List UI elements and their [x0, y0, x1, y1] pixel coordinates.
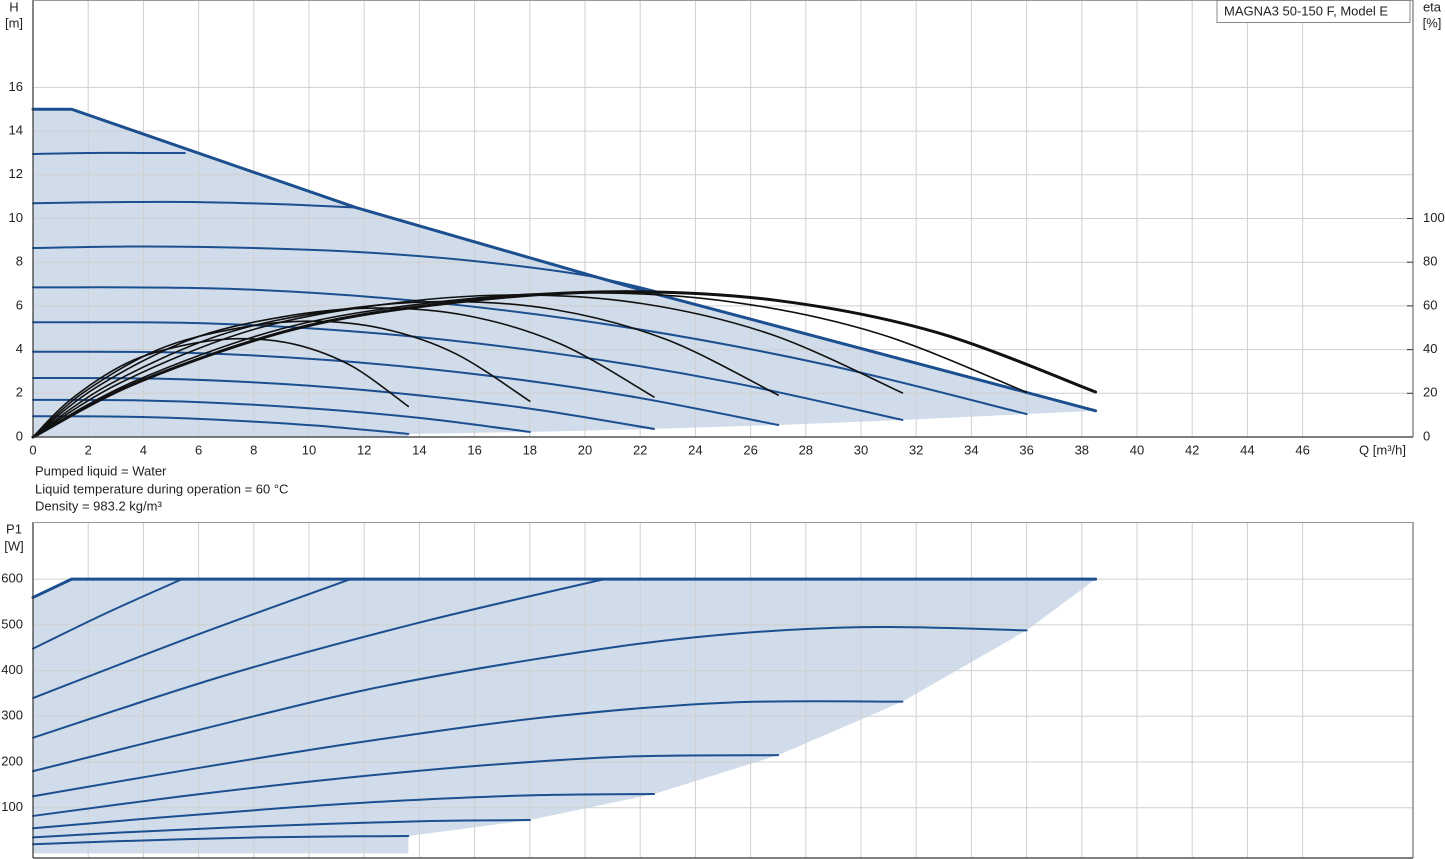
y-axis-label: H: [9, 0, 18, 14]
y2-axis-label: eta: [1423, 0, 1442, 14]
curve: [32, 245, 664, 294]
efficiency-curve: [31, 290, 1098, 439]
curve: [32, 286, 1028, 416]
x-tick-label: 2: [85, 442, 92, 457]
x-tick-label: 28: [799, 442, 813, 457]
x-tick-label: 0: [29, 442, 36, 457]
curve: [32, 793, 655, 830]
curve: [32, 625, 1028, 773]
note: Pumped liquid = Water: [35, 463, 167, 478]
x-tick-label: 10: [302, 442, 316, 457]
chart-title: MAGNA3 50-150 F, Model E: [1224, 3, 1388, 18]
operating-area: [33, 109, 1096, 437]
y-tick-label: 500: [1, 616, 23, 631]
y-tick-label: 0: [16, 428, 23, 443]
curve: [32, 754, 780, 817]
x-tick-label: 4: [140, 442, 147, 457]
x-tick-label: 36: [1019, 442, 1033, 457]
x-tick-label: 12: [357, 442, 371, 457]
y2-tick-label: 20: [1423, 385, 1437, 400]
x-tick-label: 18: [523, 442, 537, 457]
y-tick-label: 600: [1, 571, 23, 586]
x-axis-label: Q [m³/h]: [1359, 442, 1406, 457]
x-tick-label: 44: [1240, 442, 1254, 457]
x-tick-label: 42: [1185, 442, 1199, 457]
y-tick-label: 16: [9, 79, 23, 94]
note: Liquid temperature during operation = 60…: [35, 481, 288, 496]
curve: [32, 415, 410, 435]
title-box: [1216, 0, 1411, 23]
y2-axis-unit: [%]: [1423, 15, 1442, 30]
y-tick-label: 200: [1, 753, 23, 768]
x-tick-label: 46: [1295, 442, 1309, 457]
y2-tick-label: 0: [1423, 428, 1430, 443]
y2-tick-label: 100: [1423, 210, 1445, 225]
y-tick-label: 8: [16, 254, 23, 269]
x-tick-label: 14: [412, 442, 426, 457]
y-tick-label: 4: [16, 341, 23, 356]
efficiency-curve: [32, 337, 410, 438]
curve: [32, 578, 184, 650]
efficiency-curve: [32, 320, 531, 438]
curve: [32, 835, 410, 846]
x-tick-label: 16: [467, 442, 481, 457]
y-axis-unit: [W]: [4, 538, 24, 553]
curve: [32, 151, 186, 156]
x-tick-label: 24: [688, 442, 702, 457]
y-axis-unit: [m]: [5, 15, 23, 30]
grid: [32, 522, 1413, 858]
x-tick-label: 26: [743, 442, 757, 457]
curve: [32, 398, 531, 433]
y-tick-label: 12: [9, 166, 23, 181]
y-tick-label: 400: [1, 662, 23, 677]
x-tick-label: 40: [1130, 442, 1144, 457]
x-tick-label: 30: [854, 442, 868, 457]
curve: [32, 321, 904, 421]
y-tick-label: 6: [16, 297, 23, 312]
note: Density = 983.2 kg/m³: [35, 498, 162, 513]
x-tick-label: 34: [964, 442, 978, 457]
y-tick-label: 10: [9, 210, 23, 225]
curve: [32, 700, 904, 798]
x-tick-label: 20: [578, 442, 592, 457]
x-tick-label: 22: [633, 442, 647, 457]
curve: [32, 578, 606, 739]
y-axis-label: P1: [6, 521, 22, 536]
y2-tick-label: 40: [1423, 341, 1437, 356]
curve: [31, 577, 1098, 599]
y2-tick-label: 80: [1423, 254, 1437, 269]
x-tick-label: 6: [195, 442, 202, 457]
x-tick-label: 38: [1075, 442, 1089, 457]
x-tick-label: 8: [250, 442, 257, 457]
y-tick-label: 14: [9, 123, 23, 138]
y-tick-label: 2: [16, 385, 23, 400]
curve: [32, 819, 531, 839]
curve: [32, 200, 357, 209]
efficiency-curve: [32, 294, 904, 438]
y2-tick-label: 60: [1423, 297, 1437, 312]
y-tick-label: 100: [1, 799, 23, 814]
curve: [32, 350, 780, 426]
x-tick-label: 32: [909, 442, 923, 457]
grid: [32, 0, 1413, 438]
y-tick-label: 300: [1, 708, 23, 723]
curve: [32, 578, 352, 699]
